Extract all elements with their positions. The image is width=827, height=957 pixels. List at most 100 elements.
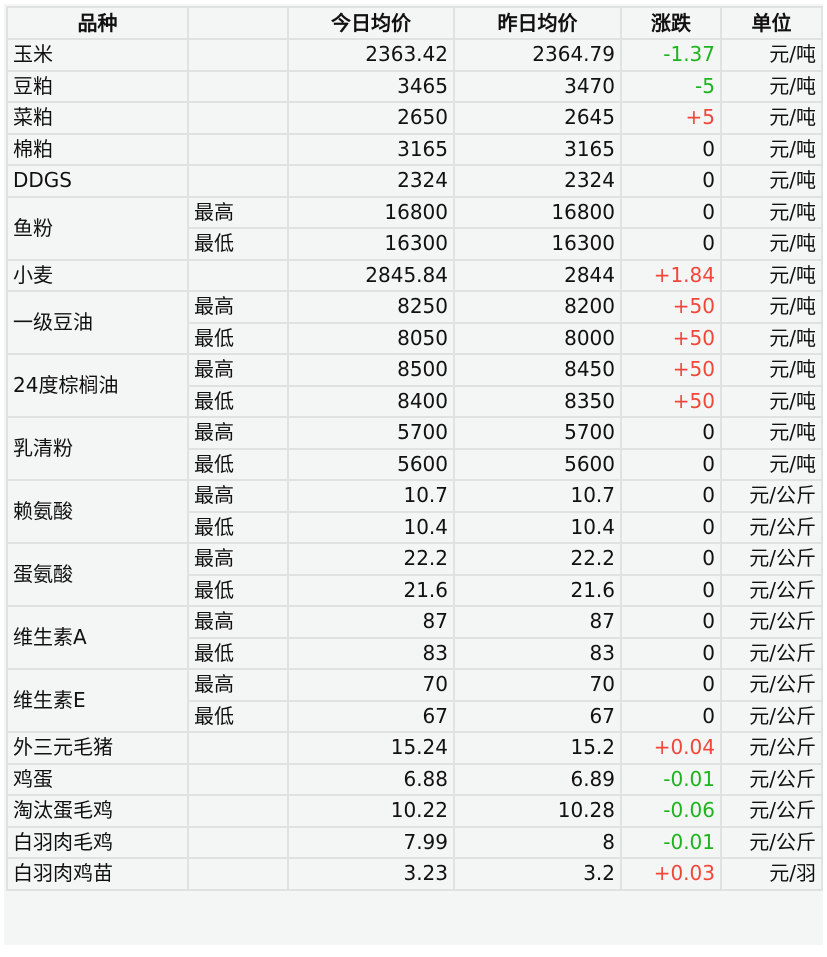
variety-name: 维生素A: [6, 605, 189, 670]
price-type: 最低: [187, 447, 289, 481]
unit: 元/公斤: [720, 762, 823, 796]
today-price: 6.88: [287, 762, 455, 796]
yesterday-price: 83: [453, 636, 622, 670]
price-type: [187, 731, 289, 765]
yesterday-price: 8450: [453, 353, 622, 387]
variety-name: 玉米: [6, 38, 189, 72]
table-row: 白羽肉毛鸡 7.99 8 -0.01 元/公斤: [6, 825, 823, 859]
price-type: 最低: [187, 699, 289, 733]
price-change: 0: [620, 605, 722, 639]
unit: 元/吨: [720, 447, 823, 481]
today-price: 2324: [287, 164, 455, 198]
header-yesterday-price: 昨日均价: [453, 6, 622, 40]
price-change: 0: [620, 164, 722, 198]
price-change: 0: [620, 668, 722, 702]
price-table-container: 品种 今日均价 昨日均价 涨跌 单位 玉米 2363.42 2364.79 -1.37…: [4, 4, 823, 945]
today-price: 2363.42: [287, 38, 455, 72]
unit: 元/吨: [720, 384, 823, 418]
price-change: +50: [620, 353, 722, 387]
variety-name: 淘汰蛋毛鸡: [6, 794, 189, 828]
table-row: 蛋氨酸 最高 22.2 22.2 0 元/公斤: [6, 542, 823, 607]
price-change: -0.01: [620, 825, 722, 859]
price-type: [187, 794, 289, 828]
yesterday-price: 3470: [453, 69, 622, 103]
price-change: 0: [620, 573, 722, 607]
yesterday-price: 2645: [453, 101, 622, 135]
yesterday-price: 6.89: [453, 762, 622, 796]
variety-name: DDGS: [6, 164, 189, 198]
variety-name: 菜粕: [6, 101, 189, 135]
variety-name: 白羽肉毛鸡: [6, 825, 189, 859]
yesterday-price: 10.28: [453, 794, 622, 828]
yesterday-price: 2324: [453, 164, 622, 198]
yesterday-price: 16300: [453, 227, 622, 261]
table-row: 小麦 2845.84 2844 +1.84 元/吨: [6, 258, 823, 292]
yesterday-price: 8000: [453, 321, 622, 355]
price-change: 0: [620, 416, 722, 450]
unit: 元/吨: [720, 416, 823, 450]
today-price: 8250: [287, 290, 455, 324]
table-row: 玉米 2363.42 2364.79 -1.37 元/吨: [6, 38, 823, 72]
table-row: 赖氨酸 最高 10.7 10.7 0 元/公斤: [6, 479, 823, 544]
unit: 元/吨: [720, 69, 823, 103]
today-price: 3.23: [287, 857, 455, 891]
unit: 元/吨: [720, 321, 823, 355]
table-row: 外三元毛猪 15.24 15.2 +0.04 元/公斤: [6, 731, 823, 765]
unit: 元/公斤: [720, 699, 823, 733]
today-price: 21.6: [287, 573, 455, 607]
unit: 元/吨: [720, 38, 823, 72]
yesterday-price: 5600: [453, 447, 622, 481]
today-price: 67: [287, 699, 455, 733]
table-row: 淘汰蛋毛鸡 10.22 10.28 -0.06 元/公斤: [6, 794, 823, 828]
today-price: 22.2: [287, 542, 455, 576]
table-row: 维生素E 最高 70 70 0 元/公斤: [6, 668, 823, 733]
table-row: 菜粕 2650 2645 +5 元/吨: [6, 101, 823, 135]
price-type: [187, 825, 289, 859]
today-price: 10.4: [287, 510, 455, 544]
table-row: 一级豆油 最高 8250 8200 +50 元/吨: [6, 290, 823, 355]
unit: 元/吨: [720, 101, 823, 135]
table-row: 乳清粉 最高 5700 5700 0 元/吨: [6, 416, 823, 481]
today-price: 8400: [287, 384, 455, 418]
yesterday-price: 21.6: [453, 573, 622, 607]
price-type: 最低: [187, 510, 289, 544]
price-type: [187, 164, 289, 198]
price-type: 最高: [187, 479, 289, 513]
price-type: 最高: [187, 605, 289, 639]
today-price: 70: [287, 668, 455, 702]
yesterday-price: 2364.79: [453, 38, 622, 72]
header-unit: 单位: [720, 6, 823, 40]
variety-name: 一级豆油: [6, 290, 189, 355]
variety-name: 维生素E: [6, 668, 189, 733]
price-type: 最高: [187, 668, 289, 702]
unit: 元/公斤: [720, 794, 823, 828]
yesterday-price: 3.2: [453, 857, 622, 891]
price-change: 0: [620, 636, 722, 670]
variety-name: 豆粕: [6, 69, 189, 103]
table-row: 豆粕 3465 3470 -5 元/吨: [6, 69, 823, 103]
yesterday-price: 22.2: [453, 542, 622, 576]
unit: 元/公斤: [720, 668, 823, 702]
yesterday-price: 8350: [453, 384, 622, 418]
price-table: 品种 今日均价 昨日均价 涨跌 单位 玉米 2363.42 2364.79 -1.37…: [6, 6, 823, 891]
price-type: [187, 762, 289, 796]
price-type: 最高: [187, 195, 289, 229]
table-row: 最低 10.4 10.4 0 元/公斤: [7, 510, 823, 544]
unit: 元/吨: [720, 164, 823, 198]
table-row: 鱼粉 最高 16800 16800 0 元/吨: [6, 195, 823, 261]
today-price: 8500: [287, 353, 455, 387]
yesterday-price: 87: [453, 605, 622, 639]
unit: 元/吨: [720, 290, 823, 324]
today-price: 3165: [287, 132, 455, 166]
unit: 元/公斤: [720, 605, 823, 639]
unit: 元/吨: [720, 195, 823, 229]
price-type: 最低: [187, 321, 289, 355]
price-type: [187, 857, 289, 891]
today-price: 7.99: [287, 825, 455, 859]
price-change: 0: [620, 479, 722, 513]
price-change: +1.84: [620, 258, 722, 292]
unit: 元/公斤: [720, 573, 823, 607]
yesterday-price: 10.7: [453, 479, 622, 513]
today-price: 5700: [287, 416, 455, 450]
today-price: 3465: [287, 69, 455, 103]
